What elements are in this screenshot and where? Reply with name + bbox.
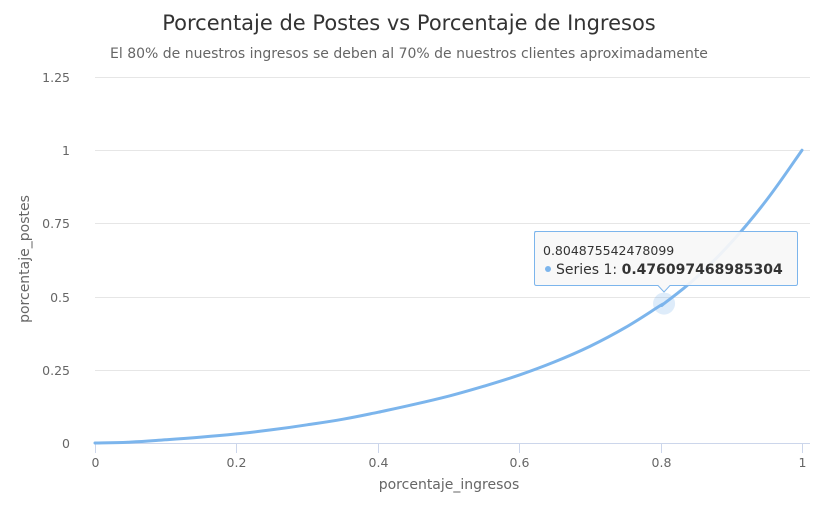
tooltip: 0.804875542478099 Series 1: 0.4760974689…	[534, 231, 798, 293]
hover-halo	[653, 292, 676, 315]
tooltip-series-name: Series 1	[556, 262, 612, 278]
y-tick-label: 1.25	[42, 70, 70, 85]
y-tick-label: 0	[62, 436, 70, 451]
tooltip-x-value: 0.804875542478099	[543, 243, 674, 258]
y-tick-label: 1	[62, 143, 70, 158]
x-tick-label: 0.2	[227, 455, 247, 470]
x-tick-label: 0.4	[369, 455, 389, 470]
x-tick-label: 1	[799, 455, 807, 470]
y-tick-label: 0.25	[42, 363, 70, 378]
tooltip-separator: :	[612, 262, 621, 278]
tooltip-series-marker	[545, 266, 551, 272]
y-tick-label: 0.75	[42, 216, 70, 231]
series-line[interactable]	[93, 148, 804, 445]
tooltip-y-value: 0.476097468985304	[622, 262, 783, 278]
chart-subtitle: El 80% de nuestros ingresos se deben al …	[110, 46, 708, 62]
y-axis-ticks: 0 0.25 0.5 0.75 1 1.25	[42, 70, 70, 451]
x-axis-title: porcentaje_ingresos	[379, 477, 520, 493]
gridlines	[95, 77, 810, 371]
tooltip-series-line: Series 1: 0.476097468985304	[556, 262, 783, 278]
tooltip-box	[534, 231, 798, 293]
x-tick-label: 0.8	[652, 455, 672, 470]
chart-title: Porcentaje de Postes vs Porcentaje de In…	[162, 11, 656, 35]
series-group	[93, 148, 804, 445]
y-tick-label: 0.5	[50, 290, 70, 305]
x-axis-ticks: 0 0.2 0.4 0.6 0.8 1	[92, 443, 807, 470]
y-axis-title: porcentaje_postes	[17, 195, 33, 323]
x-tick-label: 0.6	[510, 455, 530, 470]
x-tick-label: 0	[92, 455, 100, 470]
hover-marker-group	[653, 292, 676, 315]
